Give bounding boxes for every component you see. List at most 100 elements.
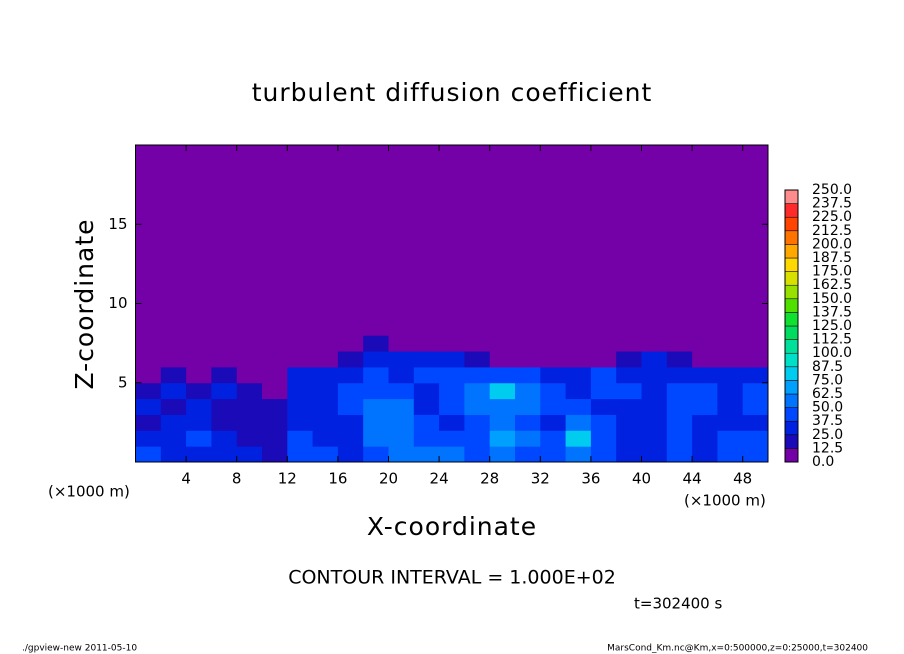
heat-cell — [186, 351, 212, 368]
heat-cell — [413, 145, 440, 304]
heat-cell — [262, 398, 288, 415]
heat-cell — [337, 414, 364, 431]
heat-cell — [515, 414, 541, 431]
heat-cell — [540, 335, 567, 352]
heat-cell — [464, 366, 491, 384]
heat-cell — [489, 414, 516, 431]
heat-cell — [692, 335, 718, 352]
heat-cell — [135, 446, 162, 463]
heat-cell — [337, 398, 364, 415]
colorbar-label: 137.5 — [812, 304, 852, 320]
heat-cell — [413, 414, 440, 431]
heat-cell — [742, 303, 769, 336]
heat-cell — [565, 398, 592, 415]
heat-cell — [388, 303, 415, 336]
heat-cell — [186, 446, 212, 463]
heat-cell — [515, 382, 541, 400]
heat-cell — [135, 382, 162, 400]
heat-cell — [363, 382, 389, 400]
colorbar-band — [784, 352, 799, 368]
heat-cell — [641, 382, 668, 400]
heat-cell — [666, 398, 693, 415]
heat-cell — [388, 145, 415, 304]
heat-cell — [186, 398, 212, 415]
y-axis-label: Z-coordinate — [70, 218, 99, 389]
heat-cell — [464, 335, 491, 352]
colorbar-label: 100.0 — [812, 345, 852, 361]
heat-cell — [692, 145, 718, 304]
heat-cell — [540, 446, 567, 463]
heat-cell — [692, 430, 718, 447]
heat-cell — [717, 366, 744, 384]
colorbar-band — [784, 284, 799, 300]
heat-cell — [262, 351, 288, 368]
heat-cell — [388, 446, 415, 463]
heat-cell — [666, 145, 693, 304]
heat-cell — [464, 430, 491, 447]
colorbar-band — [784, 312, 799, 327]
heat-cell — [312, 303, 339, 336]
heat-cell — [692, 398, 718, 415]
heat-cell — [413, 303, 440, 336]
heat-cell — [641, 430, 668, 447]
heat-cell — [186, 335, 212, 352]
heat-cell — [540, 382, 567, 400]
interval-note: CONTOUR INTERVAL = 1.000E+02 — [288, 567, 616, 589]
x-tick-label: 8 — [232, 470, 242, 488]
heat-cell — [337, 366, 364, 384]
heat-cell — [160, 303, 187, 336]
colorbar-band — [784, 407, 799, 422]
heat-cell — [363, 398, 389, 415]
heat-cell — [717, 335, 744, 352]
heat-cell — [742, 414, 769, 431]
colorbar-band — [784, 366, 799, 381]
footer-left: ./gpview-new 2011-05-10 — [22, 644, 137, 654]
heat-cell — [160, 335, 187, 352]
heat-cell — [641, 366, 668, 384]
heat-cell — [388, 398, 415, 415]
heat-cell — [666, 446, 693, 463]
heat-cell — [413, 366, 440, 384]
heat-cell — [287, 335, 314, 352]
heat-cell — [312, 430, 339, 447]
heat-cell — [464, 446, 491, 463]
x-tick-label: 28 — [480, 470, 499, 488]
heat-cell — [540, 430, 567, 447]
heat-cell — [312, 414, 339, 431]
heat-cell — [312, 446, 339, 463]
heat-cell — [565, 335, 592, 352]
x-tick-label: 20 — [379, 470, 398, 488]
colorbar-label: 237.5 — [812, 196, 852, 212]
colorbar-label: 250.0 — [812, 182, 852, 198]
heat-cell — [692, 446, 718, 463]
heat-cell — [565, 366, 592, 384]
heat-cell — [262, 430, 288, 447]
heat-cell — [211, 303, 238, 336]
heat-cell — [616, 303, 642, 336]
x-tick-label: 4 — [181, 470, 191, 488]
heat-cell — [262, 366, 288, 384]
heat-cell — [287, 398, 314, 415]
heat-cell — [439, 366, 465, 384]
heat-cell — [135, 398, 162, 415]
heat-cell — [641, 398, 668, 415]
heat-cell — [489, 366, 516, 384]
x-tick-label: 44 — [683, 470, 702, 488]
heat-cell — [464, 398, 491, 415]
heat-cell — [236, 430, 263, 447]
heat-cell — [236, 366, 263, 384]
heat-cell — [211, 351, 238, 368]
heat-cell — [717, 398, 744, 415]
heat-cell — [186, 366, 212, 384]
heat-cell — [717, 382, 744, 400]
heat-cell — [413, 351, 440, 368]
colorbar-label: 0.0 — [812, 454, 834, 470]
heat-cell — [388, 335, 415, 352]
heat-cell — [590, 366, 617, 384]
heat-cell — [616, 430, 642, 447]
heat-cell — [439, 145, 465, 304]
colorbar-band — [784, 189, 799, 204]
heat-cell — [287, 303, 314, 336]
heat-cell — [590, 414, 617, 431]
heat-cell — [515, 335, 541, 352]
